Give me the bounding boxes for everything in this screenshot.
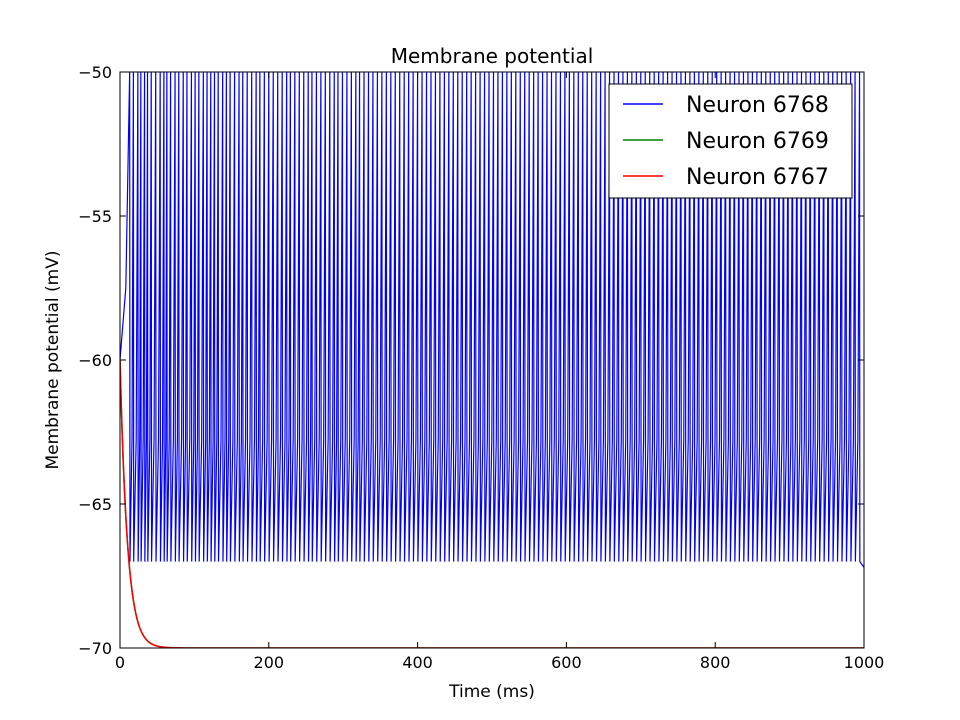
y-tick-label: −70 [78,639,112,658]
series-line-neuron-6768 [120,72,864,568]
x-tick-label: 800 [700,653,731,672]
y-tick-label: −55 [78,207,112,226]
x-tick-label: 0 [115,653,125,672]
y-tick-label: −50 [78,63,112,82]
legend-entry: Neuron 6768 [686,93,829,118]
chart-title: Membrane potential [391,44,594,68]
x-tick-label: 200 [254,653,285,672]
plot-frame [119,71,865,649]
legend: Neuron 6768 Neuron 6769 Neuron 6767 [608,83,853,199]
legend-entry: Neuron 6767 [686,165,829,190]
x-tick-label: 1000 [844,653,885,672]
x-axis-label: Time (ms) [448,682,535,702]
x-tick-label: 400 [402,653,433,672]
y-tick-label: −60 [78,351,112,370]
y-tick-label: −65 [78,495,112,514]
legend-box [608,83,853,199]
ticks: 0 200 400 600 800 1000 −70 −65 −60 −55 −50 [78,63,884,672]
y-axis-label: Membrane potential (mV) [43,251,63,470]
legend-entry: Neuron 6769 [686,129,829,154]
x-tick-label: 600 [551,653,582,672]
